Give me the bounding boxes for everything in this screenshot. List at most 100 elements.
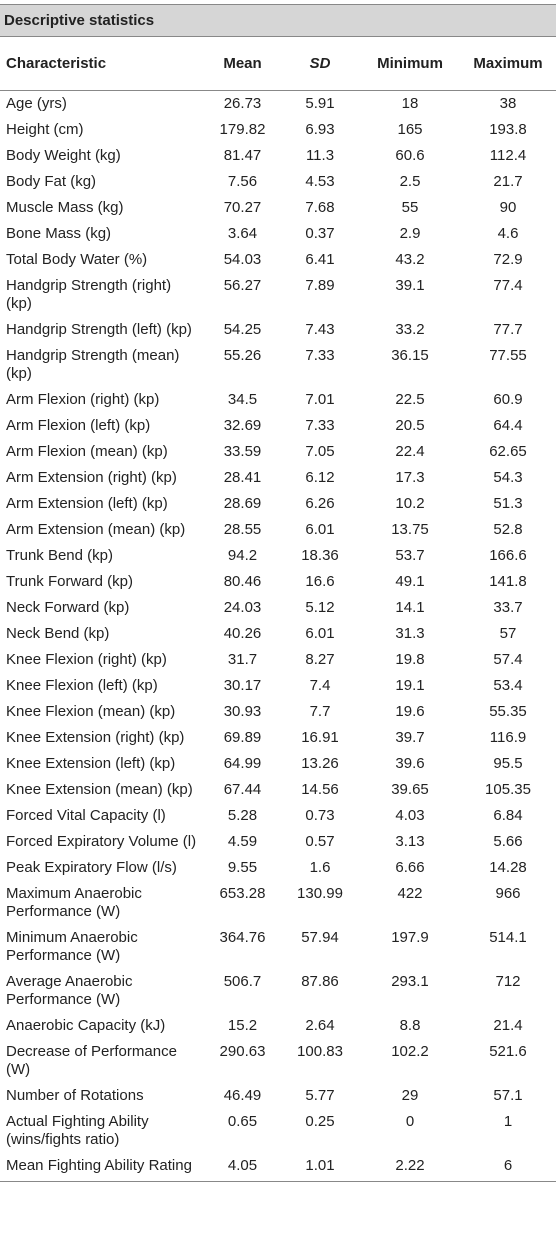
cell-value: 0.73 (305, 807, 335, 824)
cell-value: 5.28 (227, 807, 258, 824)
table-row: Handgrip Strength (mean) (kp) 55.26 7.33 36… (0, 343, 556, 387)
cell-value: 11.3 (305, 147, 335, 164)
row-label: Minimum Anaerobic Performance (W) (6, 929, 138, 964)
cell-value: 40.26 (223, 625, 262, 642)
row-label: Handgrip Strength (right) (kp) (6, 277, 172, 312)
cell-value: 18.36 (301, 547, 339, 564)
cell-value: 6.66 (395, 859, 425, 876)
cell-value: 51.3 (493, 495, 523, 512)
table-row: Knee Extension (right) (kp) 69.89 16.91 39.… (0, 725, 556, 751)
cell-value: 4.53 (305, 173, 335, 190)
table-row: Knee Flexion (right) (kp) 31.7 8.27 19.8 57.… (0, 647, 556, 673)
row-label: Knee Extension (left) (kp) (6, 755, 176, 772)
table-row: Number of Rotations 46.49 5.77 29 57.1 (0, 1083, 556, 1109)
cell-value: 653.28 (219, 885, 266, 902)
cell-value: 36.15 (391, 347, 429, 364)
row-label: Average Anaerobic Performance (W) (6, 973, 133, 1008)
cell-value: 105.35 (485, 781, 531, 798)
cell-value: 69.89 (223, 729, 262, 746)
cell-value: 0.65 (227, 1113, 258, 1130)
cell-value: 290.63 (219, 1043, 266, 1060)
cell-value: 364.76 (219, 929, 266, 946)
table-row: Anaerobic Capacity (kJ) 15.2 2.64 8.8 21.4 (0, 1013, 556, 1039)
cell-value: 43.2 (395, 251, 425, 268)
cell-value: 100.83 (297, 1043, 343, 1060)
cell-value: 38 (499, 95, 517, 112)
cell-value: 19.8 (395, 651, 425, 668)
cell-value: 6.93 (305, 121, 335, 138)
stats-table: Characteristic Mean SD Minimum Maximum Age (… (0, 37, 556, 1182)
cell-value: 90 (499, 199, 517, 216)
cell-value: 0.25 (305, 1113, 335, 1130)
table-row: Arm Flexion (right) (kp) 34.5 7.01 22.5 60.9 (0, 387, 556, 413)
cell-value: 33.59 (223, 443, 262, 460)
cell-value: 13.26 (301, 755, 339, 772)
cell-value: 6 (460, 1153, 556, 1182)
cell-value: 7.43 (305, 321, 335, 338)
cell-value: 33.7 (493, 599, 523, 616)
cell-value: 55 (401, 199, 419, 216)
cell-value: 0 (405, 1113, 415, 1130)
table-row: Maximum Anaerobic Performance (W) 653.28 1… (0, 881, 556, 925)
cell-value: 966 (495, 885, 521, 902)
row-label: Handgrip Strength (left) (kp) (6, 321, 192, 338)
cell-value: 6.84 (493, 807, 523, 824)
cell-value: 53.4 (493, 677, 523, 694)
cell-value: 8.8 (399, 1017, 421, 1034)
row-label: Trunk Bend (kp) (6, 547, 113, 564)
cell-value: 712 (495, 973, 521, 990)
row-label: Arm Extension (right) (kp) (6, 469, 177, 486)
table-row: Trunk Bend (kp) 94.2 18.36 53.7 166.6 (0, 543, 556, 569)
cell-value: 14.1 (395, 599, 425, 616)
cell-value: 422 (397, 885, 423, 902)
row-label: Bone Mass (kg) (6, 225, 112, 242)
cell-value: 49.1 (395, 573, 425, 590)
row-label: Arm Flexion (left) (kp) (6, 417, 151, 434)
cell-value: 1 (503, 1113, 513, 1130)
cell-value: 514.1 (489, 929, 527, 946)
cell-value: 28.55 (223, 521, 262, 538)
cell-value: 5.12 (305, 599, 335, 616)
row-label: Mean Fighting Ability Rating (0, 1153, 205, 1182)
cell-value: 21.7 (493, 173, 523, 190)
row-label: Number of Rotations (6, 1087, 144, 1104)
table-row: Average Anaerobic Performance (W) 506.7 87… (0, 969, 556, 1013)
row-label: Knee Extension (right) (kp) (6, 729, 185, 746)
cell-value: 77.55 (489, 347, 527, 364)
table-header: Characteristic Mean SD Minimum Maximum (0, 37, 556, 91)
cell-value: 7.4 (309, 677, 331, 694)
table-row: Knee Flexion (mean) (kp) 30.93 7.7 19.6 55.3… (0, 699, 556, 725)
table-row: Handgrip Strength (left) (kp) 54.25 7.43 33… (0, 317, 556, 343)
table-row: Neck Forward (kp) 24.03 5.12 14.1 33.7 (0, 595, 556, 621)
row-label: Arm Flexion (right) (kp) (6, 391, 160, 408)
cell-value: 70.27 (223, 199, 262, 216)
cell-value: 17.3 (395, 469, 425, 486)
cell-value: 87.86 (301, 973, 339, 990)
cell-value: 293.1 (391, 973, 429, 990)
row-label: Forced Expiratory Volume (l) (6, 833, 197, 850)
cell-value: 57.1 (493, 1087, 523, 1104)
cell-value: 4.03 (395, 807, 425, 824)
row-label: Decrease of Performance (W) (6, 1043, 177, 1078)
row-label: Neck Bend (kp) (6, 625, 110, 642)
table-row: Arm Flexion (left) (kp) 32.69 7.33 20.5 64.4 (0, 413, 556, 439)
cell-value: 94.2 (227, 547, 258, 564)
table-row: Body Fat (kg) 7.56 4.53 2.5 21.7 (0, 169, 556, 195)
cell-value: 7.68 (305, 199, 335, 216)
cell-value: 1.01 (280, 1153, 360, 1182)
cell-value: 60.9 (493, 391, 523, 408)
column-header: Maximum (460, 37, 556, 91)
row-label: Age (yrs) (6, 95, 67, 112)
cell-value: 9.55 (227, 859, 258, 876)
table-row: Forced Expiratory Volume (l) 4.59 0.57 3.13… (0, 829, 556, 855)
cell-value: 179.82 (219, 121, 266, 138)
cell-value: 197.9 (391, 929, 429, 946)
cell-value: 7.05 (305, 443, 335, 460)
cell-value: 57.94 (301, 929, 339, 946)
cell-value: 166.6 (489, 547, 527, 564)
cell-value: 116.9 (489, 729, 527, 746)
cell-value: 5.91 (305, 95, 335, 112)
table-row: Arm Extension (left) (kp) 28.69 6.26 10.2 51… (0, 491, 556, 517)
cell-value: 55.26 (223, 347, 262, 364)
cell-value: 39.1 (395, 277, 425, 294)
